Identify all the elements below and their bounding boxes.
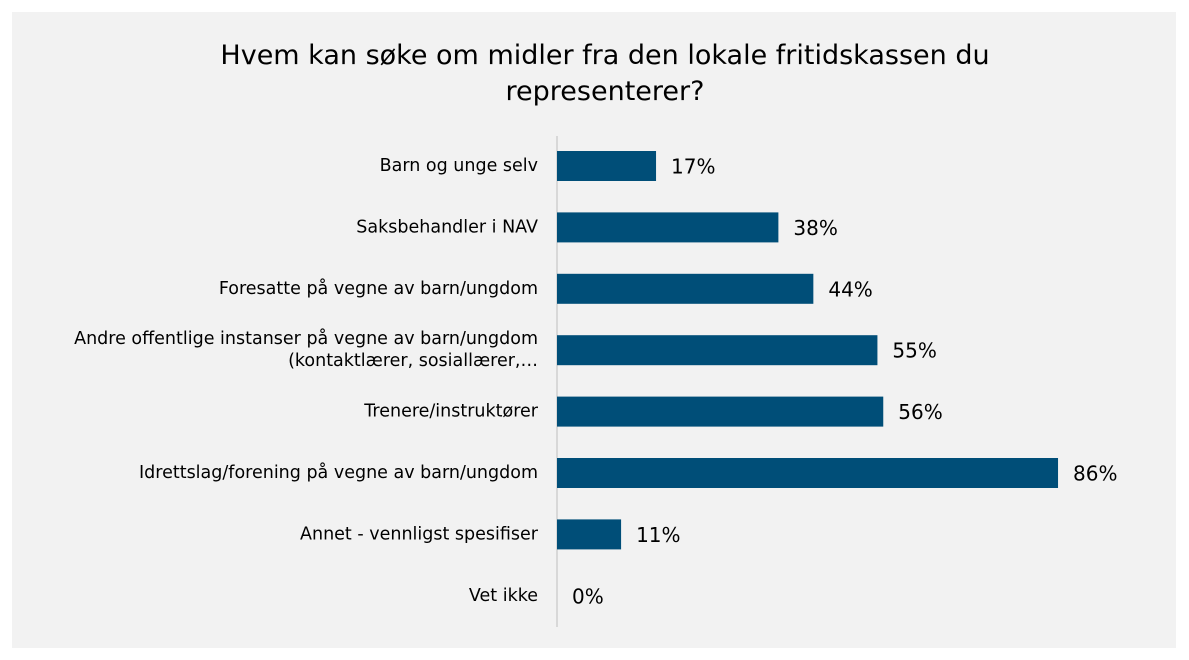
- data-label: 44%: [828, 277, 872, 301]
- data-label: 55%: [892, 339, 936, 363]
- bar: [557, 519, 622, 550]
- data-label: 86%: [1073, 462, 1117, 486]
- category-label: Saksbehandler i NAV: [356, 217, 538, 237]
- data-label: 38%: [793, 216, 837, 240]
- bar: [557, 151, 657, 181]
- data-label: 56%: [898, 400, 942, 424]
- category-label: Barn og unge selv: [380, 156, 538, 176]
- category-label: Annet - vennligst spesifiser: [300, 524, 539, 544]
- bar: [557, 212, 779, 243]
- category-label: Foresatte på vegne av barn/ungdom: [219, 278, 538, 299]
- data-label: 17%: [671, 155, 715, 179]
- bar: [557, 458, 1059, 488]
- category-label: Trenere/instruktører: [363, 402, 539, 422]
- bar: [557, 335, 878, 366]
- category-label: Vet ikke: [469, 586, 538, 606]
- bar: [557, 273, 814, 304]
- data-label: 11%: [636, 523, 680, 547]
- data-label: 0%: [572, 584, 604, 608]
- chart-title: Hvem kan søke om midler fra den lokale f…: [220, 40, 989, 107]
- category-label: Andre offentlige instanser på vegne av b…: [74, 328, 538, 371]
- bar: [557, 396, 884, 427]
- category-label: Idrettslag/forening på vegne av barn/ung…: [139, 462, 538, 483]
